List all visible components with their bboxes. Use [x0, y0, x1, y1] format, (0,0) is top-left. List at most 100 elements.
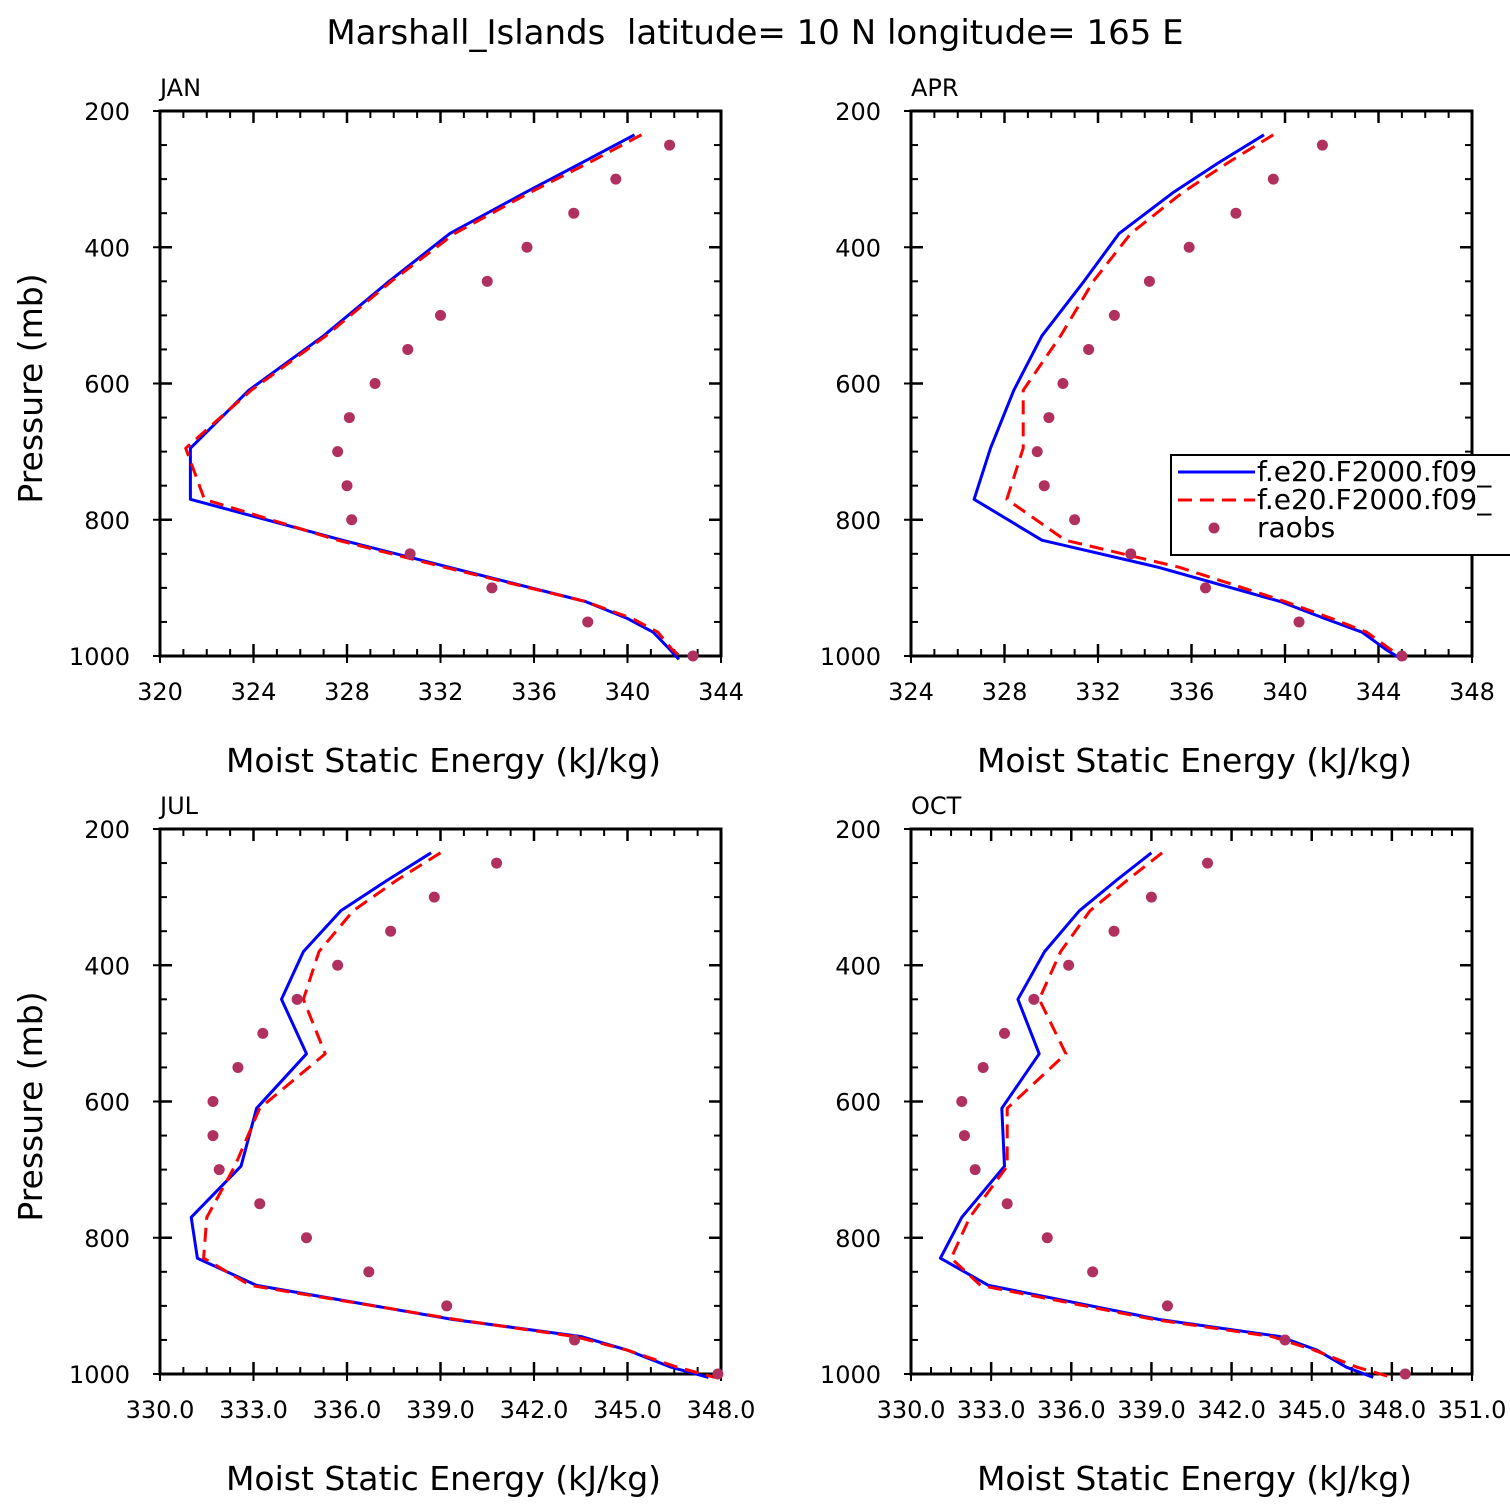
y-tick-label: 400 — [835, 952, 881, 980]
raob-point — [1001, 1198, 1013, 1210]
raob-point — [332, 959, 344, 971]
x-tick-label: 345.0 — [593, 1396, 662, 1424]
raob-point — [1031, 446, 1043, 458]
raob-point — [969, 1164, 981, 1176]
raob-point — [1041, 1232, 1053, 1244]
y-tick-label: 200 — [84, 816, 130, 844]
raob-point — [1293, 616, 1305, 628]
raob-point — [404, 548, 416, 560]
y-tick-label: 600 — [84, 371, 130, 399]
y-tick-label: 400 — [84, 952, 130, 980]
x-tick-label: 339.0 — [406, 1396, 475, 1424]
x-tick-label: 320 — [137, 678, 183, 706]
y-tick-label: 200 — [835, 98, 881, 126]
raob-point — [521, 241, 533, 253]
x-tick-label: 330.0 — [877, 1396, 946, 1424]
raob-point — [1125, 548, 1137, 560]
x-tick-label: 344 — [1356, 678, 1402, 706]
raob-point — [958, 1130, 970, 1142]
y-axis-title: Pressure (mb) — [11, 991, 50, 1221]
model1-line-oct — [938, 851, 1374, 1379]
raob-point — [1038, 480, 1050, 492]
raob-point — [435, 309, 446, 321]
x-tick-label: 336 — [511, 678, 557, 706]
y-tick-label: 800 — [84, 1225, 130, 1253]
legend-label-1: f.e20.F2000.f09_ — [1257, 455, 1492, 488]
x-axis-title: Moist Static Energy (kJ/kg) — [226, 741, 661, 780]
legend-label-3: raobs — [1257, 511, 1335, 544]
raob-point — [1202, 857, 1214, 869]
model1-line-apr — [972, 133, 1403, 661]
panel-label-jul: JUL — [158, 792, 199, 820]
y-tick-label: 1000 — [69, 643, 130, 671]
x-tick-label: 339.0 — [1117, 1396, 1186, 1424]
raob-point — [1279, 1334, 1291, 1346]
x-tick-label: 348.0 — [687, 1396, 756, 1424]
y-tick-label: 600 — [835, 1089, 881, 1117]
figure-title: Marshall_Islands latitude= 10 N longitud… — [326, 13, 1183, 53]
panel-label-apr: APR — [911, 74, 959, 102]
x-tick-label: 328 — [324, 678, 370, 706]
x-tick-label: 333.0 — [957, 1396, 1026, 1424]
x-tick-label: 324 — [888, 678, 934, 706]
y-tick-label: 600 — [84, 1089, 130, 1117]
x-tick-label: 336 — [1169, 678, 1215, 706]
raob-point — [207, 1130, 219, 1142]
raob-point — [481, 275, 493, 287]
raob-point — [1396, 650, 1408, 662]
raob-point — [1108, 309, 1120, 321]
raob-point — [491, 857, 503, 869]
y-tick-label: 800 — [835, 1225, 881, 1253]
plot-frame-apr — [909, 109, 1474, 658]
raob-point — [1083, 343, 1095, 355]
raob-point — [1183, 241, 1195, 253]
y-tick-label: 1000 — [820, 1361, 881, 1389]
x-tick-label: 348 — [1449, 678, 1495, 706]
raob-point — [343, 412, 355, 424]
raob-point — [1143, 275, 1155, 287]
x-tick-label: 348.0 — [1357, 1396, 1426, 1424]
raob-point — [956, 1096, 968, 1107]
panels: JAN 320 324 328 332 336 340 344 200 400 600 800 1000… — [11, 74, 1506, 1498]
raob-point — [569, 1334, 581, 1346]
raob-point — [1399, 1368, 1411, 1380]
x-tick-label: 336.0 — [1037, 1396, 1106, 1424]
y-tick-label: 600 — [835, 371, 881, 399]
raob-point — [977, 1061, 989, 1073]
raob-point — [687, 650, 699, 662]
x-tick-label: 344 — [698, 678, 744, 706]
raob-point — [363, 1266, 375, 1278]
raob-point — [1063, 959, 1075, 971]
plot-frame-jan — [158, 109, 723, 658]
y-tick-label: 400 — [84, 234, 130, 262]
x-tick-label: 340 — [605, 678, 651, 706]
raob-point — [1043, 412, 1055, 424]
raob-point — [441, 1300, 453, 1312]
y-tick-label: 400 — [835, 234, 881, 262]
raob-point — [1145, 891, 1157, 903]
model2-line-jan — [184, 133, 685, 661]
model1-line-jul — [189, 851, 709, 1379]
y-axis-title: Pressure (mb) — [11, 273, 50, 503]
raob-point — [291, 993, 303, 1005]
model2-line-oct — [949, 851, 1393, 1379]
raob-point — [582, 616, 594, 628]
raob-point — [332, 446, 344, 458]
raob-point — [1028, 993, 1040, 1005]
raob-point — [369, 378, 381, 389]
raob-point — [712, 1368, 724, 1380]
y-tick-label: 800 — [84, 507, 130, 535]
raob-point — [428, 891, 440, 903]
panel-jan: JAN 320 324 328 332 336 340 344 200 400 600 800 1000… — [11, 74, 744, 780]
raob-point — [999, 1027, 1010, 1039]
raob-point — [1057, 378, 1069, 389]
panel-oct: OCT 330.0 333.0 336.0 339.0 342.0 345.0 348.0 35… — [820, 792, 1506, 1498]
x-tick-label: 336.0 — [313, 1396, 382, 1424]
model2-line-apr — [1005, 133, 1408, 661]
raob-point — [232, 1061, 244, 1073]
raob-point — [300, 1232, 312, 1244]
y-tick-label: 800 — [835, 507, 881, 535]
raob-point — [385, 925, 397, 937]
raob-point — [254, 1198, 266, 1210]
